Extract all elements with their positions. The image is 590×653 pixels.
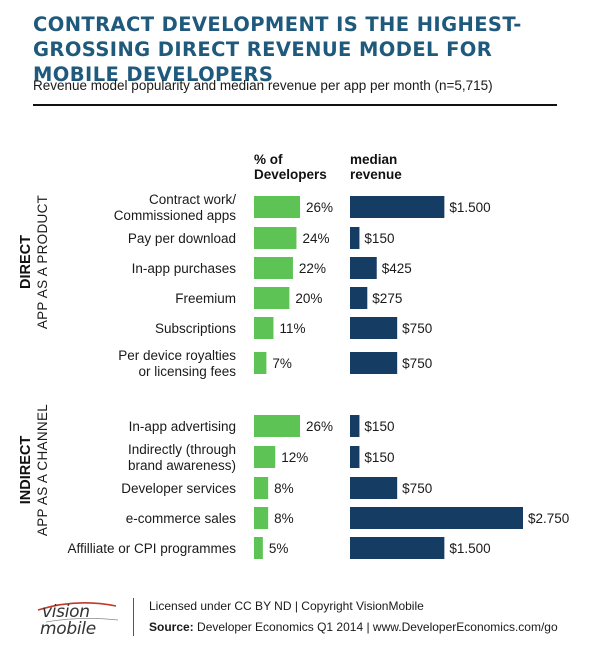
chart-title: CONTRACT DEVELOPMENT IS THE HIGHEST-GROS… xyxy=(33,13,522,86)
category-label: Affilliate or CPI programmes xyxy=(67,541,236,556)
category-label: Subscriptions xyxy=(155,321,236,336)
revenue-bar xyxy=(350,537,445,559)
revenue-value-label: $750 xyxy=(402,356,432,371)
group-label-regular: APP AS A CHANNEL xyxy=(35,404,50,536)
developers-value-label: 22% xyxy=(299,261,326,276)
visionmobile-logo: vision mobile xyxy=(36,600,120,640)
developers-header-line2: Developers xyxy=(254,167,327,182)
developers-bar xyxy=(254,317,274,339)
developers-bar xyxy=(254,196,300,218)
category-label: brand awareness) xyxy=(128,458,236,473)
category-label: In-app advertising xyxy=(129,419,236,434)
developers-value-label: 5% xyxy=(269,541,289,556)
category-label: In-app purchases xyxy=(132,261,237,276)
group-label-bold: DIRECT xyxy=(18,235,34,289)
revenue-bar xyxy=(350,257,377,279)
developers-bar xyxy=(254,537,263,559)
revenue-bar xyxy=(350,507,523,529)
developers-bar xyxy=(254,415,300,437)
revenue-bar xyxy=(350,415,360,437)
revenue-bar xyxy=(350,196,445,218)
source-detail: Developer Economics Q1 2014 | www.Develo… xyxy=(193,620,558,634)
developers-bar xyxy=(254,352,267,374)
category-label: Per device royalties xyxy=(118,348,236,363)
revenue-value-label: $150 xyxy=(364,419,394,434)
license-text: Licensed under CC BY ND | Copyright Visi… xyxy=(149,599,424,613)
developers-bar xyxy=(254,227,297,249)
title-divider xyxy=(33,104,557,106)
source-label: Source: xyxy=(149,620,194,634)
developers-value-label: 20% xyxy=(295,291,322,306)
developers-value-label: 8% xyxy=(274,511,294,526)
developers-value-label: 26% xyxy=(306,200,333,215)
developers-value-label: 7% xyxy=(272,356,292,371)
revenue-header-line2: revenue xyxy=(350,167,402,182)
category-label: or licensing fees xyxy=(138,364,236,379)
developers-bar xyxy=(254,446,276,468)
footer-divider xyxy=(133,598,134,636)
group-label-regular: APP AS A PRODUCT xyxy=(35,195,50,329)
revenue-value-label: $2.750 xyxy=(528,511,569,526)
category-label: Indirectly (through xyxy=(128,442,236,457)
revenue-bar xyxy=(350,317,398,339)
developers-bar xyxy=(254,257,293,279)
revenue-value-label: $750 xyxy=(402,321,432,336)
developers-value-label: 26% xyxy=(306,419,333,434)
category-label: Commissioned apps xyxy=(114,208,237,223)
developers-value-label: 8% xyxy=(274,481,294,496)
developers-bar xyxy=(254,287,290,309)
developers-value-label: 11% xyxy=(279,321,305,336)
developers-column-header: % of Developers xyxy=(254,152,327,182)
revenue-bar xyxy=(350,287,368,309)
group-label-bold: INDIRECT xyxy=(18,436,34,505)
developers-bar xyxy=(254,507,269,529)
developers-value-label: 12% xyxy=(281,450,308,465)
developers-bar xyxy=(254,477,269,499)
logo-text-vision: vision xyxy=(42,602,90,622)
revenue-value-label: $1.500 xyxy=(449,541,490,556)
revenue-column-header: median revenue xyxy=(350,152,402,182)
source-text: Source: Developer Economics Q1 2014 | ww… xyxy=(149,620,558,634)
revenue-bar xyxy=(350,352,398,374)
category-label: e-commerce sales xyxy=(126,511,237,526)
revenue-value-label: $150 xyxy=(364,450,394,465)
category-label: Developer services xyxy=(121,481,236,496)
category-label: Freemium xyxy=(175,291,236,306)
revenue-value-label: $750 xyxy=(402,481,432,496)
revenue-value-label: $275 xyxy=(372,291,402,306)
revenue-bar xyxy=(350,446,360,468)
logo-text-mobile: mobile xyxy=(40,619,96,639)
revenue-header-line1: median xyxy=(350,152,398,167)
revenue-bar xyxy=(350,227,360,249)
revenue-bar xyxy=(350,477,398,499)
category-label: Pay per download xyxy=(128,231,236,246)
logo-swoosh-icon xyxy=(37,602,119,623)
developers-value-label: 24% xyxy=(302,231,329,246)
chart-subtitle: Revenue model popularity and median reve… xyxy=(33,78,493,93)
developers-header-line1: % of xyxy=(254,152,283,167)
revenue-value-label: $150 xyxy=(364,231,394,246)
revenue-value-label: $425 xyxy=(382,261,412,276)
revenue-value-label: $1.500 xyxy=(449,200,490,215)
category-label: Contract work/ xyxy=(149,192,236,207)
